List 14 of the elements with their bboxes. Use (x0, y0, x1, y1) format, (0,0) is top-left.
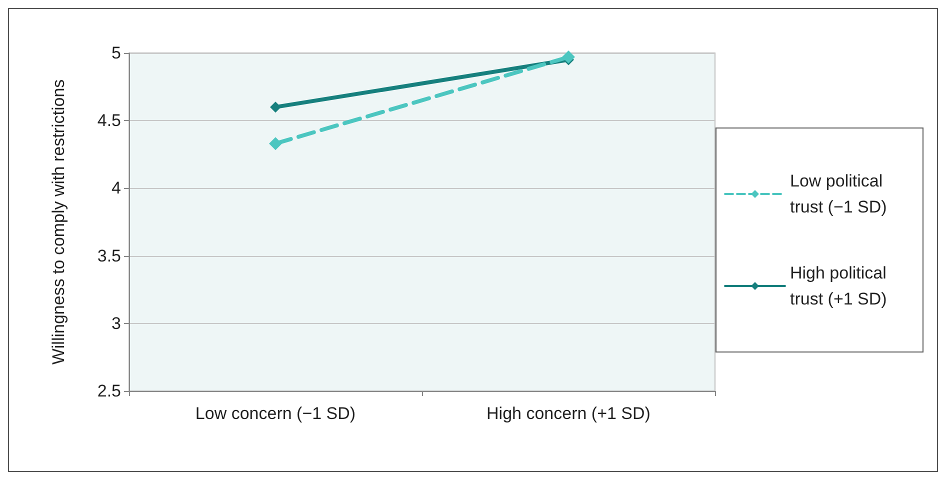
y-tick-label: 5 (112, 44, 121, 62)
y-tick-label: 2.5 (97, 382, 121, 400)
y-tick-label: 3.5 (97, 246, 121, 266)
legend-label: Low political trust (−1 SD) (790, 172, 888, 216)
x-tick-label: Low concern (−1 SD) (195, 404, 356, 423)
x-tick-label: High concern (+1 SD) (486, 404, 650, 423)
y-tick-label: 4.5 (97, 111, 121, 130)
y-tick-label: 4 (112, 178, 121, 198)
point (562, 50, 575, 64)
y-tick-label: 3 (112, 314, 121, 333)
point (269, 137, 282, 150)
y-axis-title: Willingness to comply with restrictions (49, 79, 68, 365)
point (270, 102, 281, 113)
legend-label: High political trust (+1 SD) (790, 264, 892, 308)
